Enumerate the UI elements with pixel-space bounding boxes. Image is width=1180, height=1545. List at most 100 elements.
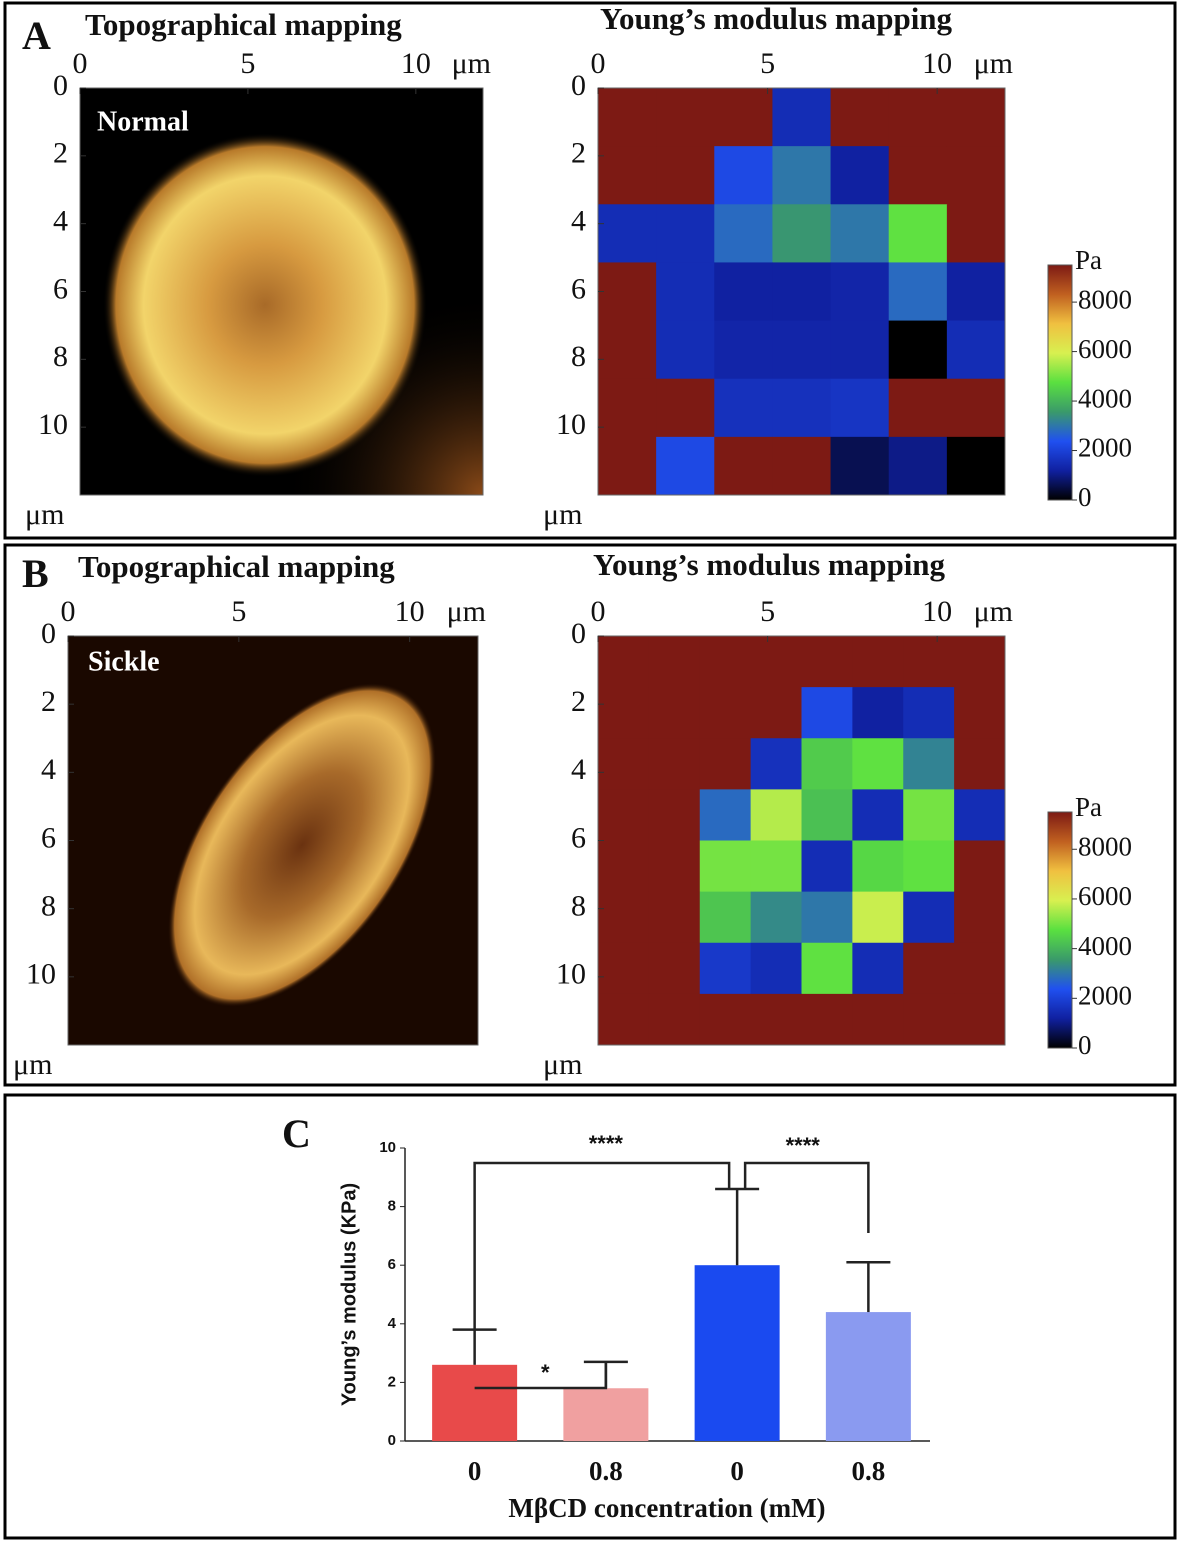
heatmap-cell bbox=[699, 738, 752, 790]
heatmap-cell bbox=[598, 993, 650, 1046]
colorbar-label: Pa bbox=[1075, 792, 1102, 822]
heatmap-cell bbox=[801, 687, 853, 739]
x-tick-label: 0 bbox=[61, 595, 76, 628]
heatmap-cell bbox=[598, 204, 657, 263]
heatmap-cell bbox=[772, 320, 832, 380]
heatmap-cell bbox=[714, 262, 773, 322]
heatmap-cell bbox=[801, 636, 853, 688]
panel-title: Young’s modulus mapping bbox=[600, 1, 953, 36]
y-unit: μm bbox=[543, 1048, 582, 1081]
y-tick-label: 4 bbox=[571, 753, 586, 786]
heatmap-cell bbox=[830, 262, 890, 322]
heatmap-cell bbox=[888, 320, 948, 380]
heatmap-cell bbox=[801, 789, 853, 841]
heatmap-cell bbox=[852, 891, 904, 944]
heatmap-cell bbox=[830, 88, 890, 147]
heatmap-cell bbox=[888, 204, 948, 263]
heatmap-cell bbox=[699, 891, 752, 944]
y-tick-label: 4 bbox=[41, 753, 56, 786]
y-unit: μm bbox=[13, 1048, 52, 1081]
y-tick-label: 10 bbox=[26, 958, 56, 991]
significance-bracket bbox=[473, 1161, 731, 1330]
heatmap-cell bbox=[714, 436, 773, 496]
x-tick-label: 10 bbox=[395, 595, 425, 628]
panel-letter: C bbox=[282, 1111, 311, 1156]
heatmap-cell bbox=[598, 320, 657, 380]
heatmap-cell bbox=[852, 789, 904, 841]
heatmap-cell bbox=[830, 320, 890, 380]
heatmap-cell bbox=[954, 687, 1006, 739]
heatmap-cell bbox=[852, 687, 904, 739]
heatmap-cell bbox=[772, 378, 832, 438]
heatmap-cell bbox=[903, 789, 955, 841]
cell-shape bbox=[167, 682, 437, 1008]
heatmap-cell bbox=[801, 942, 853, 995]
y-tick-label: 10 bbox=[379, 1139, 396, 1156]
heatmap-cell bbox=[598, 789, 650, 841]
y-tick-label: 8 bbox=[571, 890, 586, 923]
heatmap-cell bbox=[954, 636, 1006, 688]
colorbar-tick-label: 0 bbox=[1078, 482, 1092, 512]
y-tick-label: 4 bbox=[388, 1315, 397, 1332]
heatmap-cell bbox=[772, 88, 832, 147]
heatmap-cell bbox=[648, 738, 701, 790]
heatmap-cell bbox=[598, 88, 657, 147]
colorbar-tick-label: 2000 bbox=[1078, 433, 1132, 463]
heatmap-cell bbox=[946, 436, 1006, 496]
heatmap-cell bbox=[699, 687, 752, 739]
significance-bracket bbox=[474, 1362, 608, 1390]
y-tick-label: 2 bbox=[388, 1373, 396, 1390]
x-unit: μm bbox=[974, 47, 1013, 80]
heatmap-cell bbox=[598, 378, 657, 438]
bar bbox=[563, 1388, 649, 1441]
heatmap-cell bbox=[772, 262, 832, 322]
y-tick-label: 0 bbox=[41, 617, 56, 650]
image-label: Normal bbox=[97, 106, 189, 137]
panel-frame bbox=[3, 1, 1177, 540]
heatmap-cell bbox=[954, 789, 1006, 841]
x-tick-label: 5 bbox=[231, 595, 246, 628]
heatmap-cell bbox=[656, 204, 715, 263]
y-tick-label: 10 bbox=[38, 408, 68, 441]
heatmap-cell bbox=[888, 436, 948, 496]
y-tick-label: 10 bbox=[556, 408, 586, 441]
colorbar bbox=[1047, 264, 1073, 501]
heatmap-cell bbox=[714, 146, 773, 205]
x-tick-label: 0.8 bbox=[852, 1456, 886, 1486]
bar bbox=[694, 1265, 780, 1441]
x-tick-label: 0.8 bbox=[589, 1456, 623, 1486]
heatmap-cell bbox=[946, 146, 1006, 205]
heatmap-cell bbox=[750, 738, 802, 790]
heatmap-cell bbox=[954, 942, 1006, 995]
y-tick-label: 0 bbox=[571, 69, 586, 102]
heatmap-cell bbox=[648, 840, 701, 893]
y-tick-label: 0 bbox=[571, 617, 586, 650]
heatmap-cell bbox=[598, 436, 657, 496]
heatmap-cell bbox=[801, 738, 853, 790]
heatmap-cell bbox=[903, 993, 955, 1046]
heatmap-cell bbox=[699, 789, 752, 841]
y-tick-label: 2 bbox=[41, 685, 56, 718]
y-unit: μm bbox=[25, 498, 64, 531]
panel-frame bbox=[3, 543, 1177, 1087]
heatmap-cell bbox=[903, 738, 955, 790]
significance-label: * bbox=[541, 1360, 550, 1385]
x-tick-label: 10 bbox=[922, 595, 952, 628]
y-tick-label: 8 bbox=[571, 340, 586, 373]
heatmap-cell bbox=[852, 636, 904, 688]
y-tick-label: 2 bbox=[571, 137, 586, 170]
heatmap-cell bbox=[903, 687, 955, 739]
heatmap-cell bbox=[903, 636, 955, 688]
y-tick-label: 6 bbox=[388, 1256, 396, 1273]
y-tick-label: 8 bbox=[53, 340, 68, 373]
heatmap-cell bbox=[648, 687, 701, 739]
panel-letter: A bbox=[22, 13, 51, 58]
heatmap-cell bbox=[598, 840, 650, 893]
y-tick-label: 0 bbox=[53, 69, 68, 102]
heatmap-cell bbox=[598, 738, 650, 790]
heatmap-cell bbox=[714, 88, 773, 147]
heatmap-cell bbox=[656, 88, 715, 147]
heatmap-cell bbox=[801, 993, 853, 1046]
x-unit: μm bbox=[974, 595, 1013, 628]
